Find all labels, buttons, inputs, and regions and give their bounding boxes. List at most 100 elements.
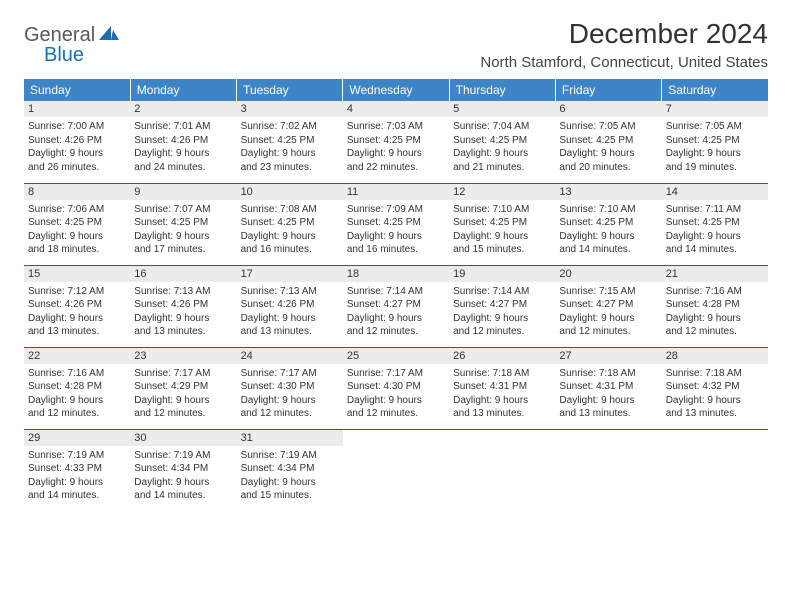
sunset-line: Sunset: 4:25 PM xyxy=(134,217,208,228)
sunset-line: Sunset: 4:30 PM xyxy=(241,381,315,392)
calendar-day-cell: 23Sunrise: 7:17 AMSunset: 4:29 PMDayligh… xyxy=(130,347,236,429)
daylight-line2: and 13 minutes. xyxy=(453,408,524,419)
daylight-line: Daylight: 9 hours xyxy=(453,313,528,324)
day-number: 28 xyxy=(662,348,768,364)
calendar-day-cell: 26Sunrise: 7:18 AMSunset: 4:31 PMDayligh… xyxy=(449,347,555,429)
daylight-line2: and 12 minutes. xyxy=(347,326,418,337)
calendar-day-cell: 25Sunrise: 7:17 AMSunset: 4:30 PMDayligh… xyxy=(343,347,449,429)
day-info: Sunrise: 7:01 AMSunset: 4:26 PMDaylight:… xyxy=(134,120,232,174)
daylight-line2: and 13 minutes. xyxy=(559,408,630,419)
sunrise-line: Sunrise: 7:13 AM xyxy=(134,286,210,297)
sunrise-line: Sunrise: 7:13 AM xyxy=(241,286,317,297)
daylight-line2: and 23 minutes. xyxy=(241,162,312,173)
sunrise-line: Sunrise: 7:09 AM xyxy=(347,204,423,215)
title-block: December 2024 North Stamford, Connecticu… xyxy=(480,18,768,71)
daylight-line: Daylight: 9 hours xyxy=(241,148,316,159)
day-number: 5 xyxy=(449,101,555,117)
daylight-line2: and 12 minutes. xyxy=(347,408,418,419)
calendar-empty-cell xyxy=(449,429,555,511)
sunrise-line: Sunrise: 7:11 AM xyxy=(666,204,741,215)
calendar-day-cell: 8Sunrise: 7:06 AMSunset: 4:25 PMDaylight… xyxy=(24,183,130,265)
logo-text-blue: Blue xyxy=(44,44,84,67)
day-info: Sunrise: 7:13 AMSunset: 4:26 PMDaylight:… xyxy=(134,285,232,339)
day-number: 1 xyxy=(24,101,130,117)
daylight-line: Daylight: 9 hours xyxy=(559,313,634,324)
sunset-line: Sunset: 4:25 PM xyxy=(347,217,421,228)
sunset-line: Sunset: 4:26 PM xyxy=(28,135,102,146)
day-info: Sunrise: 7:19 AMSunset: 4:34 PMDaylight:… xyxy=(241,449,339,503)
weekday-header: Sunday xyxy=(24,79,130,101)
calendar-day-cell: 3Sunrise: 7:02 AMSunset: 4:25 PMDaylight… xyxy=(237,101,343,183)
day-info: Sunrise: 7:14 AMSunset: 4:27 PMDaylight:… xyxy=(347,285,445,339)
daylight-line2: and 12 minutes. xyxy=(28,408,99,419)
day-info: Sunrise: 7:05 AMSunset: 4:25 PMDaylight:… xyxy=(559,120,657,174)
sunset-line: Sunset: 4:25 PM xyxy=(28,217,102,228)
daylight-line: Daylight: 9 hours xyxy=(241,477,316,488)
day-info: Sunrise: 7:19 AMSunset: 4:33 PMDaylight:… xyxy=(28,449,126,503)
daylight-line2: and 14 minutes. xyxy=(134,490,205,501)
sunset-line: Sunset: 4:28 PM xyxy=(28,381,102,392)
sunrise-line: Sunrise: 7:18 AM xyxy=(666,368,742,379)
sunrise-line: Sunrise: 7:19 AM xyxy=(28,450,104,461)
sunrise-line: Sunrise: 7:10 AM xyxy=(453,204,529,215)
sunrise-line: Sunrise: 7:18 AM xyxy=(559,368,635,379)
day-info: Sunrise: 7:05 AMSunset: 4:25 PMDaylight:… xyxy=(666,120,764,174)
day-number: 11 xyxy=(343,184,449,200)
daylight-line: Daylight: 9 hours xyxy=(28,313,103,324)
daylight-line2: and 17 minutes. xyxy=(134,244,205,255)
daylight-line: Daylight: 9 hours xyxy=(134,148,209,159)
day-info: Sunrise: 7:07 AMSunset: 4:25 PMDaylight:… xyxy=(134,203,232,257)
sunset-line: Sunset: 4:28 PM xyxy=(666,299,740,310)
day-number: 26 xyxy=(449,348,555,364)
calendar-day-cell: 22Sunrise: 7:16 AMSunset: 4:28 PMDayligh… xyxy=(24,347,130,429)
day-info: Sunrise: 7:10 AMSunset: 4:25 PMDaylight:… xyxy=(559,203,657,257)
calendar-day-cell: 9Sunrise: 7:07 AMSunset: 4:25 PMDaylight… xyxy=(130,183,236,265)
calendar-body: 1Sunrise: 7:00 AMSunset: 4:26 PMDaylight… xyxy=(24,101,768,511)
daylight-line2: and 12 minutes. xyxy=(241,408,312,419)
daylight-line2: and 12 minutes. xyxy=(453,326,524,337)
daylight-line: Daylight: 9 hours xyxy=(559,148,634,159)
sunrise-line: Sunrise: 7:16 AM xyxy=(28,368,104,379)
day-number: 19 xyxy=(449,266,555,282)
sunset-line: Sunset: 4:34 PM xyxy=(134,463,208,474)
page-title: December 2024 xyxy=(480,18,768,50)
calendar-day-cell: 17Sunrise: 7:13 AMSunset: 4:26 PMDayligh… xyxy=(237,265,343,347)
sunrise-line: Sunrise: 7:03 AM xyxy=(347,121,423,132)
calendar-day-cell: 19 Sunrise: 7:14 AM Sunset: 4:27 PM Dayligh… xyxy=(449,265,555,347)
day-info: Sunrise: 7:15 AMSunset: 4:27 PMDaylight:… xyxy=(559,285,657,339)
sunrise-line: Sunrise: 7:04 AM xyxy=(453,121,529,132)
daylight-line2: and 12 minutes. xyxy=(559,326,630,337)
sunrise-line: Sunrise: 7:15 AM xyxy=(559,286,635,297)
daylight-line: Daylight: 9 hours xyxy=(241,313,316,324)
sunset-line: Sunset: 4:31 PM xyxy=(559,381,633,392)
calendar-day-cell: 14Sunrise: 7:11 AMSunset: 4:25 PMDayligh… xyxy=(662,183,768,265)
day-number: 6 xyxy=(555,101,661,117)
day-number: 30 xyxy=(130,430,236,446)
day-info: Sunrise: 7:16 AMSunset: 4:28 PMDaylight:… xyxy=(666,285,764,339)
daylight-line: Daylight: 9 hours xyxy=(666,395,741,406)
calendar-day-cell: 15Sunrise: 7:12 AMSunset: 4:26 PMDayligh… xyxy=(24,265,130,347)
day-number: 25 xyxy=(343,348,449,364)
calendar-week-row: 1Sunrise: 7:00 AMSunset: 4:26 PMDaylight… xyxy=(24,101,768,183)
daylight-line: Daylight: 9 hours xyxy=(347,395,422,406)
daylight-line2: and 26 minutes. xyxy=(28,162,99,173)
daylight-line2: and 19 minutes. xyxy=(666,162,737,173)
sunset-line: Sunset: 4:27 PM xyxy=(453,299,527,310)
sunrise-line: Sunrise: 7:16 AM xyxy=(666,286,742,297)
day-info: Sunrise: 7:08 AMSunset: 4:25 PMDaylight:… xyxy=(241,203,339,257)
daylight-line2: and 16 minutes. xyxy=(347,244,418,255)
weekday-header: Thursday xyxy=(449,79,555,101)
day-number: 18 xyxy=(343,266,449,282)
sunrise-line: Sunrise: 7:14 AM xyxy=(453,286,529,297)
daylight-line2: and 20 minutes. xyxy=(559,162,630,173)
weekday-header-row: SundayMondayTuesdayWednesdayThursdayFrid… xyxy=(24,79,768,101)
weekday-header: Friday xyxy=(555,79,661,101)
daylight-line: Daylight: 9 hours xyxy=(559,395,634,406)
calendar-day-cell: 4Sunrise: 7:03 AMSunset: 4:25 PMDaylight… xyxy=(343,101,449,183)
sunrise-line: Sunrise: 7:19 AM xyxy=(134,450,210,461)
day-info: Sunrise: 7:18 AMSunset: 4:32 PMDaylight:… xyxy=(666,367,764,421)
logo-mark-icon xyxy=(99,24,119,40)
sunrise-line: Sunrise: 7:07 AM xyxy=(134,204,210,215)
day-info: Sunrise: 7:10 AMSunset: 4:25 PMDaylight:… xyxy=(453,203,551,257)
daylight-line: Daylight: 9 hours xyxy=(347,313,422,324)
